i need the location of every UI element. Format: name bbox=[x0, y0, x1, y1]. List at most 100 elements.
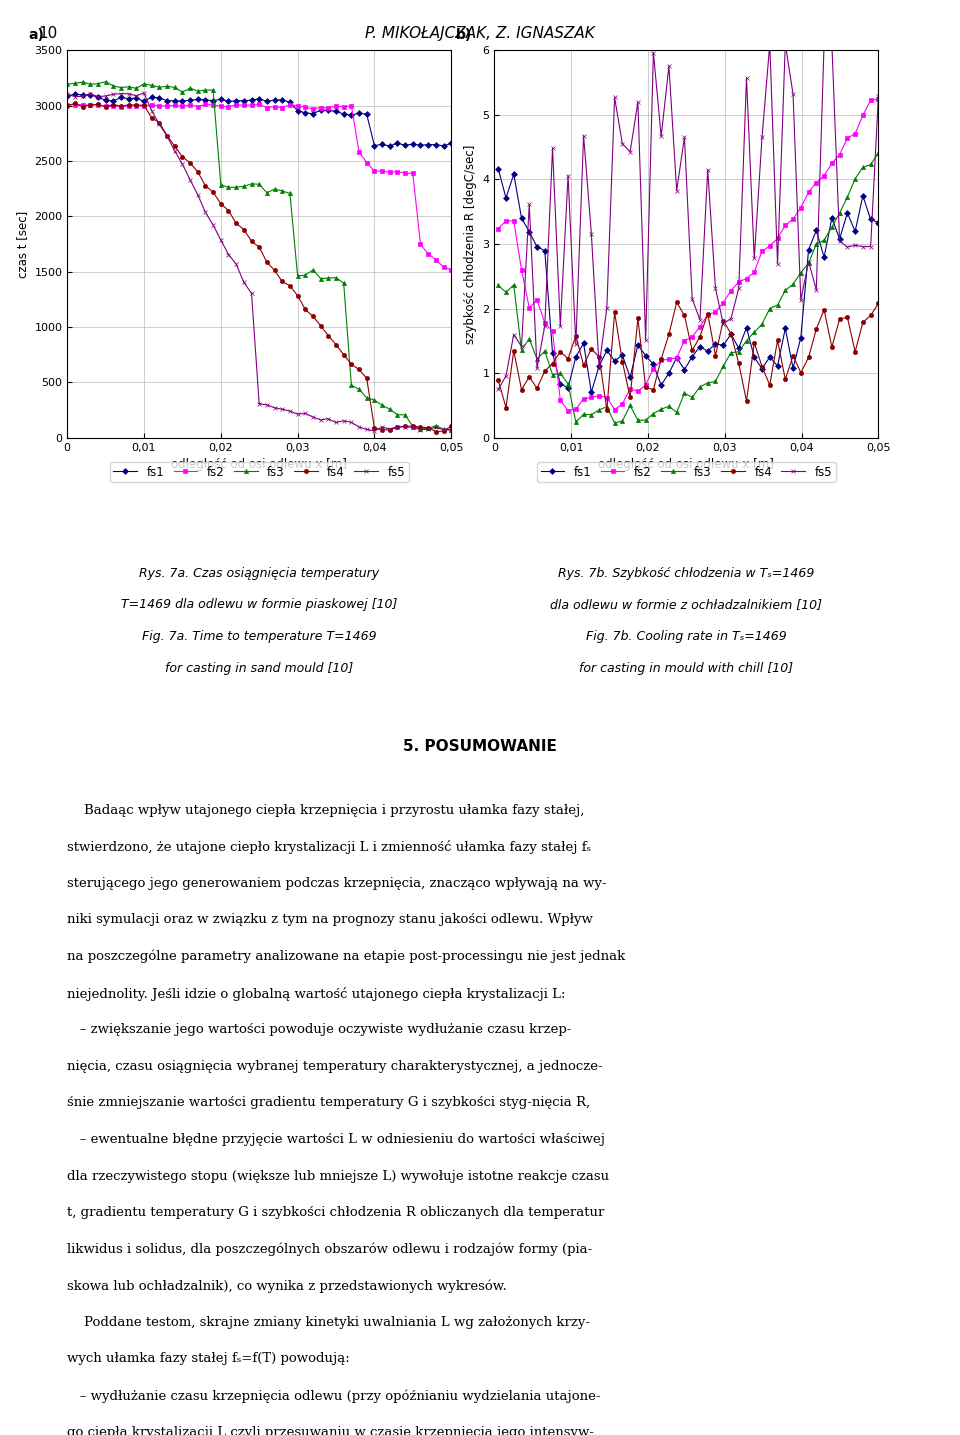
fs1 bbox=[184, 92, 196, 109]
fs4 bbox=[516, 380, 527, 397]
fs1 bbox=[810, 222, 822, 240]
fs3 bbox=[648, 405, 660, 422]
fs5 bbox=[555, 317, 566, 334]
fs4 bbox=[857, 314, 869, 331]
fs4 bbox=[733, 354, 745, 372]
fs3 bbox=[803, 254, 814, 271]
Line: fs5: fs5 bbox=[65, 90, 453, 433]
fs2 bbox=[632, 383, 643, 400]
fs1 bbox=[539, 243, 550, 260]
fs5 bbox=[492, 380, 504, 397]
fs1 bbox=[873, 214, 884, 231]
fs3 bbox=[834, 204, 846, 221]
fs4 bbox=[570, 327, 582, 344]
fs5 bbox=[601, 298, 612, 316]
fs3 bbox=[593, 402, 605, 419]
fs2 bbox=[531, 291, 542, 309]
fs2 bbox=[146, 96, 157, 113]
fs4 bbox=[500, 399, 512, 416]
fs2 bbox=[500, 212, 512, 230]
fs3 bbox=[508, 277, 519, 294]
fs5 bbox=[656, 128, 667, 145]
fs3 bbox=[725, 344, 736, 362]
Line: fs5: fs5 bbox=[496, 42, 880, 392]
fs4 bbox=[663, 326, 675, 343]
Line: fs2: fs2 bbox=[65, 102, 453, 271]
fs1 bbox=[857, 187, 869, 204]
fs1 bbox=[61, 88, 73, 105]
fs5 bbox=[61, 86, 73, 103]
fs4 bbox=[656, 350, 667, 367]
Text: Rys. 7a. Czas osiągnięcia temperatury: Rys. 7a. Czas osiągnięcia temperatury bbox=[139, 567, 379, 580]
fs3 bbox=[818, 231, 829, 248]
fs3 bbox=[733, 343, 745, 360]
fs2 bbox=[184, 96, 196, 113]
fs5 bbox=[694, 311, 706, 329]
fs5 bbox=[578, 126, 589, 144]
fs2 bbox=[547, 323, 559, 340]
fs3 bbox=[438, 420, 449, 438]
fs4 bbox=[593, 349, 605, 366]
fs3 bbox=[516, 342, 527, 359]
fs4 bbox=[323, 327, 334, 344]
fs5 bbox=[369, 422, 380, 439]
fs5 bbox=[810, 281, 822, 298]
fs4 bbox=[586, 340, 597, 357]
fs2 bbox=[492, 220, 504, 237]
fs5 bbox=[686, 290, 698, 307]
fs1 bbox=[154, 89, 165, 106]
fs4 bbox=[795, 364, 806, 382]
Text: go ciepła krystalizacji L czyli przesuwaniu w czasie krzepnięcia jego intensyw-: go ciepła krystalizacji L czyli przesuwa… bbox=[67, 1426, 594, 1435]
fs2 bbox=[850, 125, 861, 142]
fs3 bbox=[842, 188, 853, 205]
fs2 bbox=[177, 98, 188, 115]
fs1 bbox=[749, 349, 760, 366]
fs1 bbox=[827, 210, 838, 227]
fs2 bbox=[253, 96, 265, 113]
fs4 bbox=[492, 372, 504, 389]
fs5 bbox=[725, 310, 736, 327]
fs2 bbox=[508, 212, 519, 230]
fs5 bbox=[640, 331, 652, 349]
fs5 bbox=[523, 195, 535, 212]
fs2 bbox=[586, 389, 597, 406]
fs3 bbox=[184, 79, 196, 96]
fs5 bbox=[818, 36, 829, 53]
Text: – zwiększanie jego wartości powoduje oczywiste wydłużanie czasu krzep-: – zwiększanie jego wartości powoduje ocz… bbox=[67, 1023, 571, 1036]
fs5 bbox=[873, 88, 884, 105]
fs4 bbox=[764, 376, 776, 393]
fs4 bbox=[725, 326, 736, 343]
fs1 bbox=[616, 347, 628, 364]
fs3 bbox=[500, 284, 512, 301]
fs4 bbox=[873, 294, 884, 311]
fs3 bbox=[609, 415, 620, 432]
fs4 bbox=[531, 380, 542, 397]
fs1 bbox=[780, 320, 791, 337]
fs1 bbox=[500, 189, 512, 207]
fs5 bbox=[192, 187, 204, 204]
fs5 bbox=[586, 225, 597, 243]
fs1 bbox=[624, 369, 636, 386]
fs3 bbox=[624, 397, 636, 415]
fs4 bbox=[154, 113, 165, 131]
fs3 bbox=[810, 235, 822, 253]
fs1 bbox=[764, 349, 776, 366]
fs4 bbox=[555, 343, 566, 360]
fs3 bbox=[640, 412, 652, 429]
fs2 bbox=[438, 258, 449, 276]
fs4 bbox=[578, 357, 589, 375]
fs1 bbox=[663, 364, 675, 382]
fs2 bbox=[857, 106, 869, 123]
fs3 bbox=[154, 79, 165, 96]
fs3 bbox=[601, 397, 612, 415]
fs4 bbox=[184, 154, 196, 171]
fs5 bbox=[749, 250, 760, 267]
fs3 bbox=[656, 400, 667, 418]
fs5 bbox=[702, 161, 713, 178]
fs2 bbox=[818, 166, 829, 184]
fs2 bbox=[570, 400, 582, 418]
Text: wych ułamka fazy stałej fₛ=f(T) powodują:: wych ułamka fazy stałej fₛ=f(T) powodują… bbox=[67, 1352, 350, 1366]
fs4 bbox=[810, 320, 822, 337]
fs1 bbox=[601, 342, 612, 359]
fs4 bbox=[850, 343, 861, 360]
